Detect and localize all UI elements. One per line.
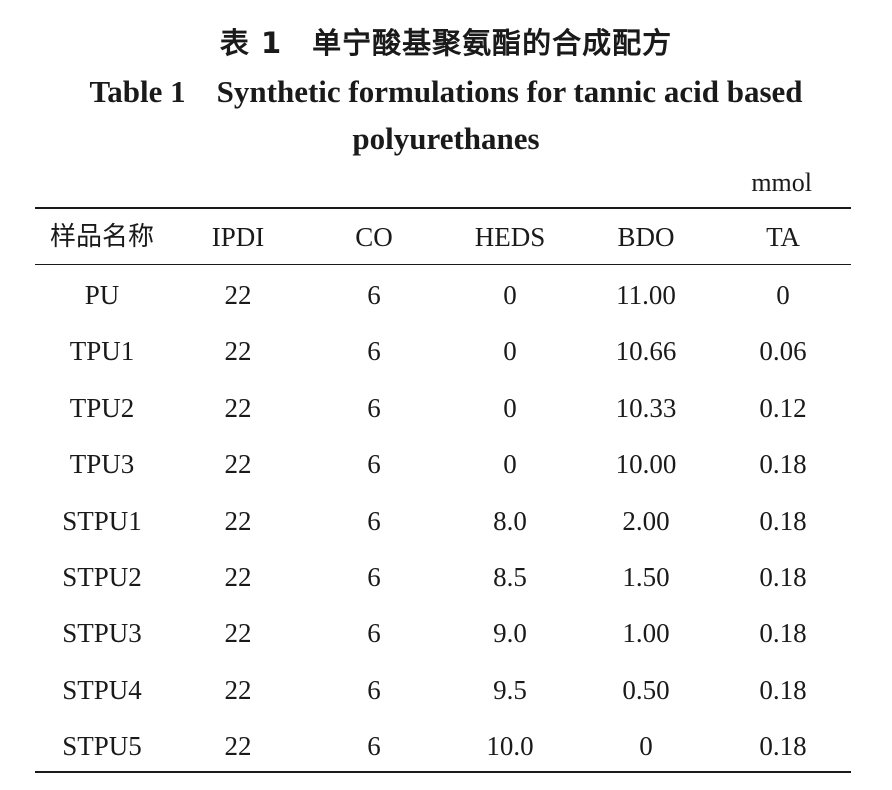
sample-name-cell: TPU1 xyxy=(69,336,135,366)
heds-cell: 8.0 xyxy=(493,506,527,536)
ipdi-cell: 22 xyxy=(224,336,252,366)
ta-cell: 0 xyxy=(776,280,790,310)
unit-label: mmol xyxy=(751,168,812,197)
table-header-rule xyxy=(35,264,851,265)
co-cell: 6 xyxy=(367,280,381,310)
ipdi-cell: 22 xyxy=(224,393,252,423)
bdo-cell: 0.50 xyxy=(622,675,670,705)
ta-cell: 0.18 xyxy=(759,731,807,761)
ta-cell: 0.06 xyxy=(759,336,807,366)
column-header-ta: TA xyxy=(766,222,800,252)
ipdi-cell: 22 xyxy=(224,449,252,479)
co-cell: 6 xyxy=(367,562,381,592)
ipdi-cell: 22 xyxy=(224,506,252,536)
ipdi-cell: 22 xyxy=(224,618,252,648)
heds-cell: 9.5 xyxy=(493,675,527,705)
ta-cell: 0.12 xyxy=(759,393,807,423)
co-cell: 6 xyxy=(367,336,381,366)
column-header-heds: HEDS xyxy=(474,222,546,252)
bdo-cell: 1.50 xyxy=(622,562,670,592)
column-header-bdo: BDO xyxy=(617,222,675,252)
column-header-sample-name: 样品名称 xyxy=(49,222,155,252)
bdo-cell: 11.00 xyxy=(616,280,676,310)
ipdi-cell: 22 xyxy=(224,675,252,705)
ta-cell: 0.18 xyxy=(759,506,807,536)
ta-cell: 0.18 xyxy=(759,449,807,479)
ipdi-cell: 22 xyxy=(224,731,252,761)
sample-name-cell: PU xyxy=(84,280,120,310)
co-cell: 6 xyxy=(367,449,381,479)
sample-name-cell: TPU3 xyxy=(69,449,135,479)
co-cell: 6 xyxy=(367,675,381,705)
table-top-rule xyxy=(35,207,851,209)
co-cell: 6 xyxy=(367,618,381,648)
bdo-cell: 10.66 xyxy=(615,336,677,366)
ta-cell: 0.18 xyxy=(759,675,807,705)
column-header-ipdi: IPDI xyxy=(211,222,265,252)
heds-cell: 0 xyxy=(503,393,517,423)
co-cell: 6 xyxy=(367,731,381,761)
heds-cell: 0 xyxy=(503,449,517,479)
ipdi-cell: 22 xyxy=(224,562,252,592)
sample-name-cell: STPU1 xyxy=(62,506,142,536)
sample-name-cell: STPU4 xyxy=(62,675,142,705)
sample-name-cell: STPU2 xyxy=(62,562,142,592)
table-title-chinese: 表 1 单宁酸基聚氨酯的合成配方 xyxy=(219,26,673,60)
column-header-co: CO xyxy=(355,222,393,252)
co-cell: 6 xyxy=(367,506,381,536)
co-cell: 6 xyxy=(367,393,381,423)
bdo-cell: 10.00 xyxy=(615,449,677,479)
table-title-english: Table 1 Synthetic formulations for tanni… xyxy=(89,74,803,156)
table-bottom-rule xyxy=(35,771,851,773)
ipdi-cell: 22 xyxy=(224,280,252,310)
heds-cell: 0 xyxy=(503,336,517,366)
heds-cell: 10.0 xyxy=(486,731,534,761)
bdo-cell: 0 xyxy=(639,731,653,761)
bdo-cell: 1.00 xyxy=(622,618,670,648)
ta-cell: 0.18 xyxy=(759,618,807,648)
heds-cell: 0 xyxy=(503,280,517,310)
sample-name-cell: STPU3 xyxy=(62,618,142,648)
bdo-cell: 2.00 xyxy=(622,506,670,536)
heds-cell: 8.5 xyxy=(493,562,527,592)
ta-cell: 0.18 xyxy=(759,562,807,592)
bdo-cell: 10.33 xyxy=(615,393,677,423)
sample-name-cell: STPU5 xyxy=(62,731,142,761)
sample-name-cell: TPU2 xyxy=(69,393,135,423)
heds-cell: 9.0 xyxy=(493,618,527,648)
